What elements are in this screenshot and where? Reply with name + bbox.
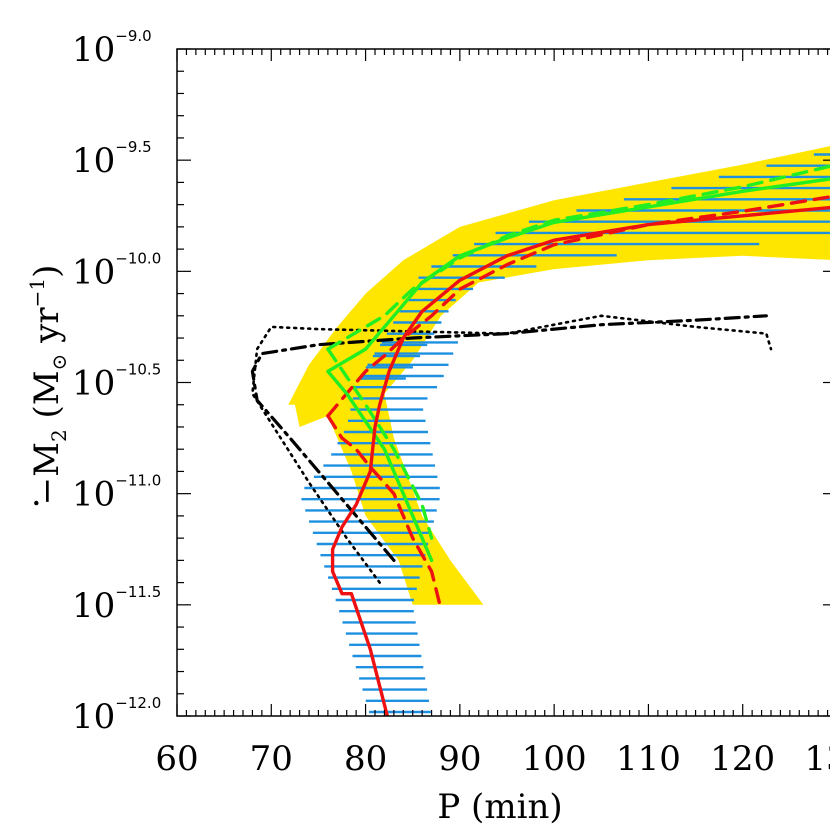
y-tick-label: 10−11.0 (72, 472, 161, 515)
yellow-band-0 (288, 146, 830, 605)
y-axis-title-close: ) (27, 265, 67, 278)
series-green-solid (326, 177, 830, 563)
x-tick-label: 100 (522, 739, 587, 779)
series-green-dashed-lower (326, 347, 434, 540)
x-tick-labels: 60 70 80 90 100 110 120 130 (155, 739, 830, 779)
x-tick-label: 90 (438, 739, 481, 779)
y-tick-label: 10−12.0 (72, 694, 161, 737)
blue-hatch-region-0 (301, 341, 459, 714)
x-tick-label: 80 (344, 739, 387, 779)
y-axis-title-yr-exp: −1 (25, 278, 49, 307)
x-tick-label: 70 (250, 739, 293, 779)
plot-content (250, 146, 830, 716)
y-axis-title-prefix: −M (27, 442, 67, 505)
y-axis-title-sun: ⊙ (47, 354, 71, 371)
axis-ticks (176, 48, 830, 717)
mdot-dot: · (17, 498, 57, 509)
y-axis-title-yr: yr (27, 307, 67, 354)
y-axis-title-units: (M (27, 370, 67, 418)
x-tick-label: 120 (710, 739, 775, 779)
y-tick-label: 10−9.5 (72, 138, 152, 181)
x-axis-title: P (min) (437, 787, 562, 827)
series-black-dashdot (250, 314, 768, 562)
x-tick-label: 130 (805, 739, 830, 779)
y-tick-label: 10−10.5 (72, 361, 161, 404)
svg-text:−M2 (M⊙ yr−1): −M2 (M⊙ yr−1) (25, 265, 71, 506)
plot-frame (176, 48, 830, 717)
y-axis-title-sub: 2 (47, 429, 71, 442)
y-tick-label: 10−11.5 (72, 583, 161, 626)
x-tick-label: 60 (155, 739, 198, 779)
series-red-solid (330, 205, 830, 716)
series-green-dashed (326, 164, 830, 351)
y-axis-title: −M2 (M⊙ yr−1) · (17, 265, 71, 509)
y-tick-label: 10−10.0 (72, 249, 161, 292)
y-tick-label: 10−9.0 (72, 27, 152, 70)
series-red-dashed (326, 414, 443, 611)
series-black-dotted (251, 314, 773, 584)
x-tick-label: 110 (616, 739, 681, 779)
y-tick-labels: 10−12.0 10−11.5 10−11.0 10−10.5 10−10.0 10−9.… (72, 27, 161, 737)
